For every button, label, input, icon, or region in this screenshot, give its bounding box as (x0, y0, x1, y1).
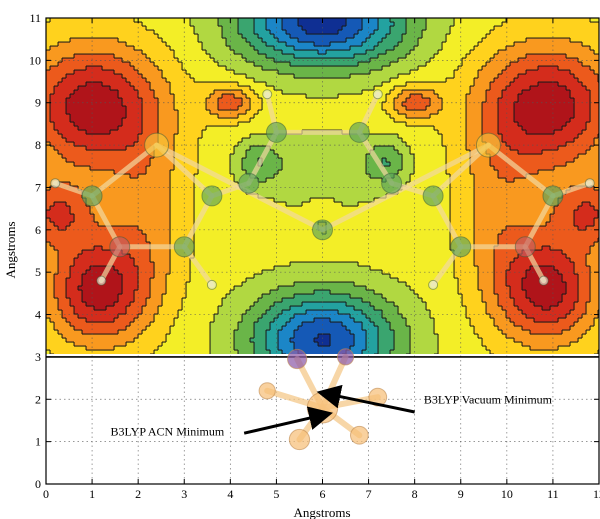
minimum-molecule-atom (337, 349, 353, 365)
y-tick-label: 5 (35, 265, 41, 279)
molecule-atom (423, 186, 443, 206)
molecule-atom (82, 186, 102, 206)
molecule-atom (263, 90, 272, 99)
molecule-atom (207, 280, 216, 289)
x-tick-label: 3 (181, 487, 187, 501)
x-tick-label: 4 (227, 487, 233, 501)
x-tick-label: 11 (547, 487, 559, 501)
molecule-atom (373, 90, 382, 99)
molecule-atom (313, 220, 333, 240)
minimum-molecule-atom (350, 426, 368, 444)
annotation-label: B3LYP Vacuum Minimum (424, 393, 553, 407)
molecule-atom (382, 173, 402, 193)
molecule-atom (266, 122, 286, 142)
molecule-atom (202, 186, 222, 206)
molecule-atom (145, 133, 169, 157)
y-tick-label: 9 (35, 96, 41, 110)
molecule-atom (515, 237, 535, 257)
y-tick-label: 0 (35, 477, 41, 491)
x-tick-label: 1 (89, 487, 95, 501)
minimum-molecule-atom (288, 349, 307, 368)
x-tick-label: 8 (412, 487, 418, 501)
molecule-atom (110, 237, 130, 257)
y-tick-label: 4 (35, 308, 41, 322)
molecule-atom (429, 280, 438, 289)
y-tick-label: 3 (35, 350, 41, 364)
molecule-atom (539, 276, 548, 285)
molecule-atom (51, 179, 60, 188)
x-tick-label: 10 (501, 487, 513, 501)
x-tick-label: 12 (593, 487, 600, 501)
x-tick-label: 2 (135, 487, 141, 501)
y-tick-label: 7 (35, 180, 41, 194)
molecule-atom (585, 179, 594, 188)
x-tick-label: 7 (366, 487, 372, 501)
y-tick-label: 8 (35, 138, 41, 152)
y-tick-label: 6 (35, 223, 41, 237)
y-tick-label: 10 (29, 53, 41, 67)
y-tick-label: 11 (29, 11, 41, 25)
x-tick-label: 5 (273, 487, 279, 501)
molecule-atom (349, 122, 369, 142)
molecule-atom (97, 276, 106, 285)
annotation-label: B3LYP ACN Minimum (111, 424, 225, 438)
y-tick-label: 2 (35, 392, 41, 406)
molecule-atom (543, 186, 563, 206)
minimum-molecule-atom (289, 429, 309, 449)
molecule-atom (476, 133, 500, 157)
y-tick-label: 1 (35, 435, 41, 449)
molecule-atom (451, 237, 471, 257)
x-tick-label: 9 (458, 487, 464, 501)
molecule-atom (239, 173, 259, 193)
x-tick-label: 0 (43, 487, 49, 501)
molecule-atom (174, 237, 194, 257)
y-axis-label: Angstroms (3, 221, 18, 278)
minimum-molecule-atom (259, 383, 275, 399)
x-tick-label: 6 (320, 487, 326, 501)
x-axis-label: Angstroms (293, 505, 350, 519)
contour-fill (46, 18, 600, 359)
